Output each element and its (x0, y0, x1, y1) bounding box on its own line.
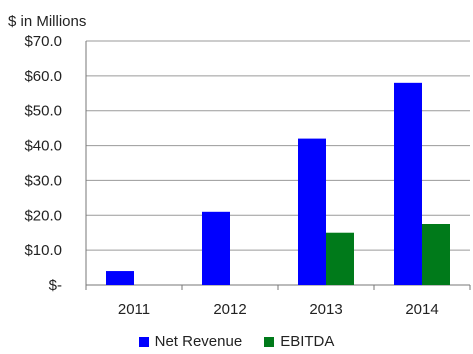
tick-labels: $- $10.0 $20.0 $30.0 $40.0 $50.0 $60.0 $70.0 201… (24, 33, 438, 318)
gridlines (86, 40, 470, 251)
bar-net-revenue-2013 (298, 138, 326, 285)
y-tick-label: $50.0 (24, 103, 62, 120)
y-axis-label: $ in Millions (8, 13, 86, 30)
y-tick-label: $70.0 (24, 33, 62, 50)
y-tick-label: $20.0 (24, 207, 62, 224)
legend-label-ebitda: EBITDA (280, 333, 335, 350)
legend-swatch-ebitda (264, 336, 275, 347)
chart-svg: $- $10.0 $20.0 $30.0 $40.0 $50.0 $60.0 $70.0 201… (8, 13, 471, 318)
y-tick-label: $40.0 (24, 138, 62, 155)
legend-item-net-revenue: Net Revenue (138, 333, 243, 350)
legend-swatch-net-revenue (138, 336, 149, 347)
bar-net-revenue-2012 (202, 211, 230, 285)
y-tick-label: $- (49, 277, 62, 294)
bar-net-revenue-2011 (106, 271, 134, 285)
x-tick-label: 2013 (309, 301, 342, 318)
legend-label-net-revenue: Net Revenue (154, 333, 243, 350)
x-tick-label: 2011 (118, 301, 150, 318)
x-tick-label: 2012 (213, 301, 246, 318)
bar-ebitda-2014 (422, 224, 450, 285)
legend-item-ebitda: EBITDA (264, 333, 334, 350)
x-tick-label: 2014 (405, 301, 438, 318)
y-tick-label: $10.0 (24, 242, 62, 259)
bars (106, 82, 450, 285)
bar-net-revenue-2014 (394, 82, 422, 285)
legend: Net Revenue EBITDA (0, 333, 473, 350)
y-tick-label: $30.0 (24, 172, 62, 189)
y-tick-label: $60.0 (24, 68, 62, 85)
bar-ebitda-2013 (326, 232, 354, 285)
